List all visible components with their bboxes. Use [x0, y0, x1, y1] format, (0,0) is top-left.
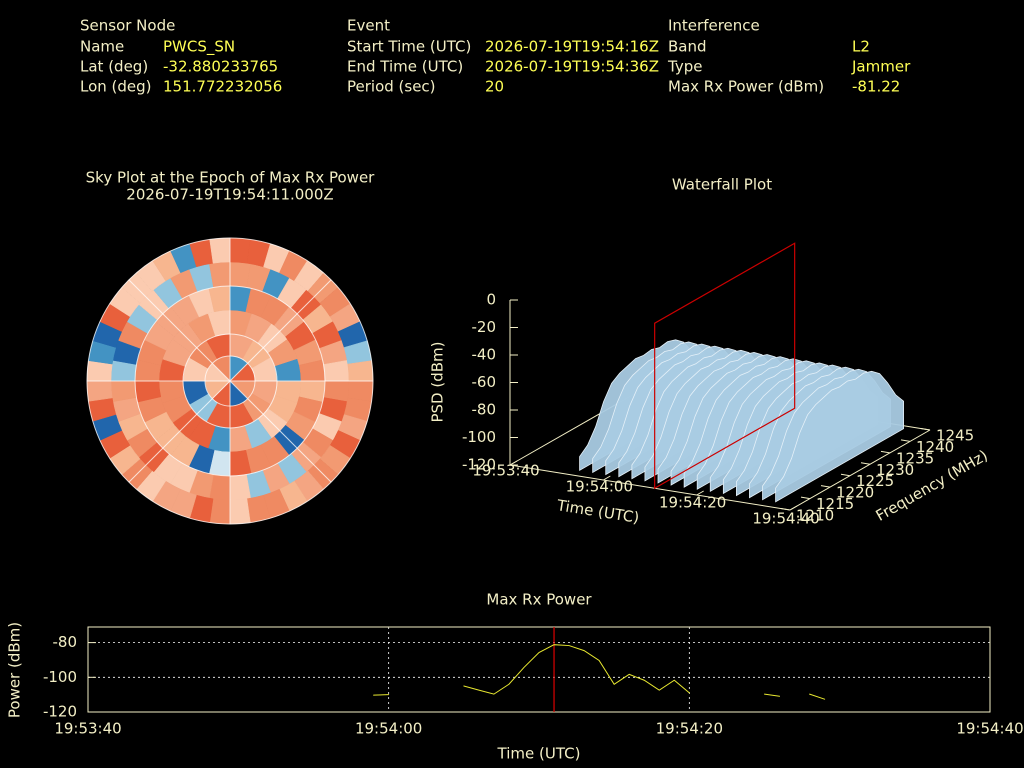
field-value: 20	[485, 78, 504, 96]
field-label: Type	[667, 58, 702, 76]
chart-title: Waterfall Plot	[672, 176, 772, 194]
y-tick	[880, 450, 891, 454]
y-tick	[800, 496, 811, 500]
y-tick-label: 1245	[936, 427, 974, 445]
sky-spoke	[229, 380, 332, 483]
sky-spoke	[229, 279, 332, 382]
x-tick	[789, 505, 798, 511]
y-tick	[820, 485, 831, 488]
y-tick-label: 1220	[836, 484, 874, 502]
x-tick	[509, 460, 518, 466]
surface-slice	[775, 370, 904, 503]
field-label: Name	[80, 38, 124, 56]
x-tick-label: 19:54:20	[659, 494, 726, 512]
x-tick-label: 19:54:20	[656, 720, 723, 738]
sky-cell	[86, 380, 113, 402]
y-tick-label: 1210	[796, 507, 834, 525]
chart-title: Max Rx Power	[486, 591, 592, 609]
z-tick-label: -120	[462, 456, 496, 474]
y-tick-label: 1225	[856, 472, 894, 490]
field-label: Period (sec)	[347, 78, 436, 96]
y-tick	[900, 439, 911, 442]
y-tick	[920, 428, 931, 431]
sky-cell	[347, 360, 374, 382]
y-tick	[840, 473, 851, 477]
chart-title: Sky Plot at the Epoch of Max Rx Power	[86, 169, 376, 187]
y-axis-label: Power (dBm)	[6, 622, 24, 718]
y-tick-label: 1230	[876, 461, 914, 479]
y-tick-label: -80	[53, 633, 78, 651]
field-label: Max Rx Power (dBm)	[668, 78, 824, 96]
epoch-plane	[654, 242, 796, 490]
y-tick-label: -100	[43, 668, 77, 686]
y-tick-label: 1235	[896, 449, 934, 467]
y-tick	[780, 508, 791, 511]
x-axis-label: Time (UTC)	[497, 745, 581, 763]
frequency-axis	[789, 429, 931, 511]
sky-plot	[86, 237, 374, 525]
time-axis	[509, 464, 791, 511]
section-title: Sensor Node	[80, 17, 175, 35]
section-title: Event	[347, 17, 390, 35]
field-label: Lon (deg)	[80, 78, 152, 96]
y-tick	[860, 462, 871, 465]
field-label: Band	[668, 38, 707, 56]
field-value: -32.880233765	[163, 58, 278, 76]
z-tick-label: -100	[462, 428, 496, 446]
y-tick-label: 1240	[916, 438, 954, 456]
x-tick	[603, 475, 611, 481]
field-value: 2026-07-19T19:54:36Z	[485, 58, 659, 76]
field-value: 2026-07-19T19:54:16Z	[485, 38, 659, 56]
y-tick-label: -120	[43, 703, 77, 721]
field-value: Jammer	[851, 58, 911, 76]
z-tick-label: -40	[472, 346, 497, 364]
sky-cell	[229, 498, 251, 525]
sky-spoke	[128, 380, 231, 483]
field-value: L2	[852, 38, 870, 56]
x-tick-label: 19:54:40	[752, 510, 819, 528]
x-tick-label: 19:54:40	[956, 720, 1023, 738]
sky-spoke	[128, 279, 231, 382]
field-value: -81.22	[852, 78, 900, 96]
field-label: Start Time (UTC)	[347, 38, 471, 56]
field-label: Lat (deg)	[80, 58, 148, 76]
z-axis-label: PSD (dBm)	[429, 341, 447, 422]
power-line	[373, 644, 826, 700]
field-value: PWCS_SN	[163, 38, 235, 57]
x-tick	[696, 490, 704, 496]
x-tick-label: 19:53:40	[54, 720, 121, 738]
section-title: Interference	[668, 17, 760, 35]
sky-cell	[209, 237, 231, 264]
plot-frame	[87, 626, 991, 713]
y-tick-label: 1215	[816, 495, 854, 513]
field-value: 151.772232056	[163, 78, 282, 96]
z-tick-label: -80	[472, 401, 497, 419]
x-tick-label: 19:54:00	[566, 478, 633, 496]
z-tick-label: -60	[472, 373, 497, 391]
x-tick-label: 19:54:00	[355, 720, 422, 738]
z-tick-label: -20	[472, 318, 497, 336]
chart-subtitle: 2026-07-19T19:54:11.000Z	[126, 186, 333, 204]
field-label: End Time (UTC)	[347, 58, 463, 76]
z-tick-label: 0	[486, 291, 496, 309]
x-tick-label: 19:53:40	[472, 462, 539, 480]
